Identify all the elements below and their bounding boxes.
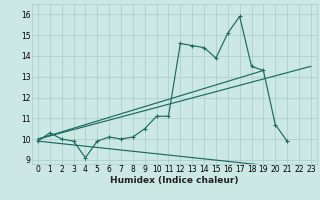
X-axis label: Humidex (Indice chaleur): Humidex (Indice chaleur) [110, 176, 239, 185]
